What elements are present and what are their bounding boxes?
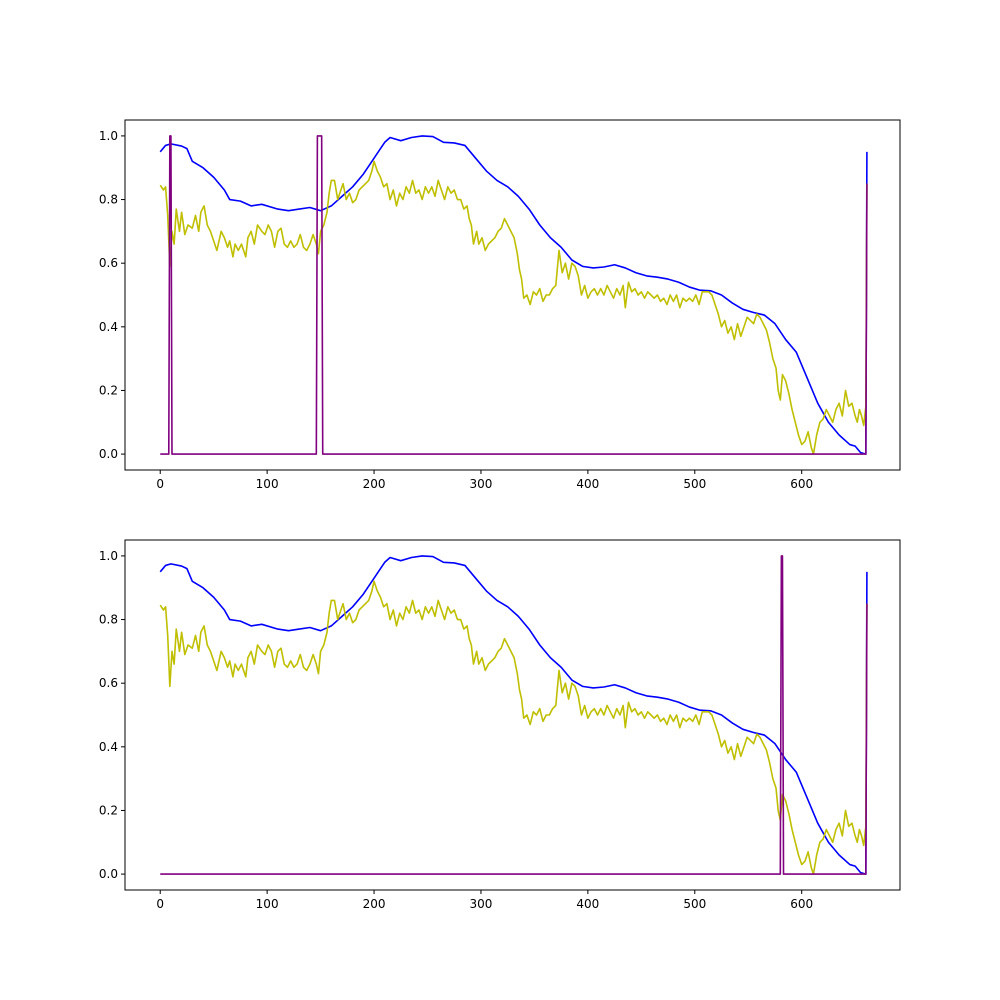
axes-frame <box>124 119 901 471</box>
series-blue-line <box>159 555 868 875</box>
top-subplot: 0 100 200 300 400 500 600 0.0 0.2 0.4 0.6 0.8 1.0 <box>99 119 901 491</box>
y-tick-label: 0.8 <box>99 193 118 207</box>
x-tick-label: 500 <box>683 897 706 911</box>
y-tick-label: 0.6 <box>99 676 118 690</box>
x-tick-label: 0 <box>156 897 164 911</box>
y-tick-label: 0.2 <box>99 803 118 817</box>
x-tick-label: 100 <box>256 897 279 911</box>
x-tick-label: 600 <box>790 477 813 491</box>
y-tick-label: 1.0 <box>99 549 118 563</box>
x-tick-label: 500 <box>683 477 706 491</box>
x-tick-label: 300 <box>470 477 493 491</box>
series-blue-line <box>159 135 868 455</box>
x-tick-label: 0 <box>156 477 164 491</box>
y-tick-label: 0.4 <box>99 740 118 754</box>
x-tick-label: 400 <box>576 477 599 491</box>
y-tick-label: 0.0 <box>99 867 118 881</box>
x-tick-label: 200 <box>363 477 386 491</box>
y-tick-label: 1.0 <box>99 129 118 143</box>
y-tick-label: 0.8 <box>99 613 118 627</box>
series-purple-line <box>160 135 868 455</box>
x-tick-label: 600 <box>790 897 813 911</box>
y-tick-label: 0.6 <box>99 256 118 270</box>
x-tick-label: 200 <box>363 897 386 911</box>
series-purple-line <box>160 555 868 875</box>
y-tick-label: 0.4 <box>99 320 118 334</box>
x-tick-label: 100 <box>256 477 279 491</box>
y-tick-label: 0.0 <box>99 447 118 461</box>
series-yellow-line <box>159 580 868 875</box>
series-yellow-line <box>159 160 868 455</box>
bottom-subplot: 0 100 200 300 400 500 600 0.0 0.2 0.4 0.6 0.8 1.0 <box>99 539 901 911</box>
x-tick-label: 300 <box>470 897 493 911</box>
y-tick-label: 0.2 <box>99 383 118 397</box>
axes-frame <box>124 539 901 891</box>
x-tick-label: 400 <box>576 897 599 911</box>
